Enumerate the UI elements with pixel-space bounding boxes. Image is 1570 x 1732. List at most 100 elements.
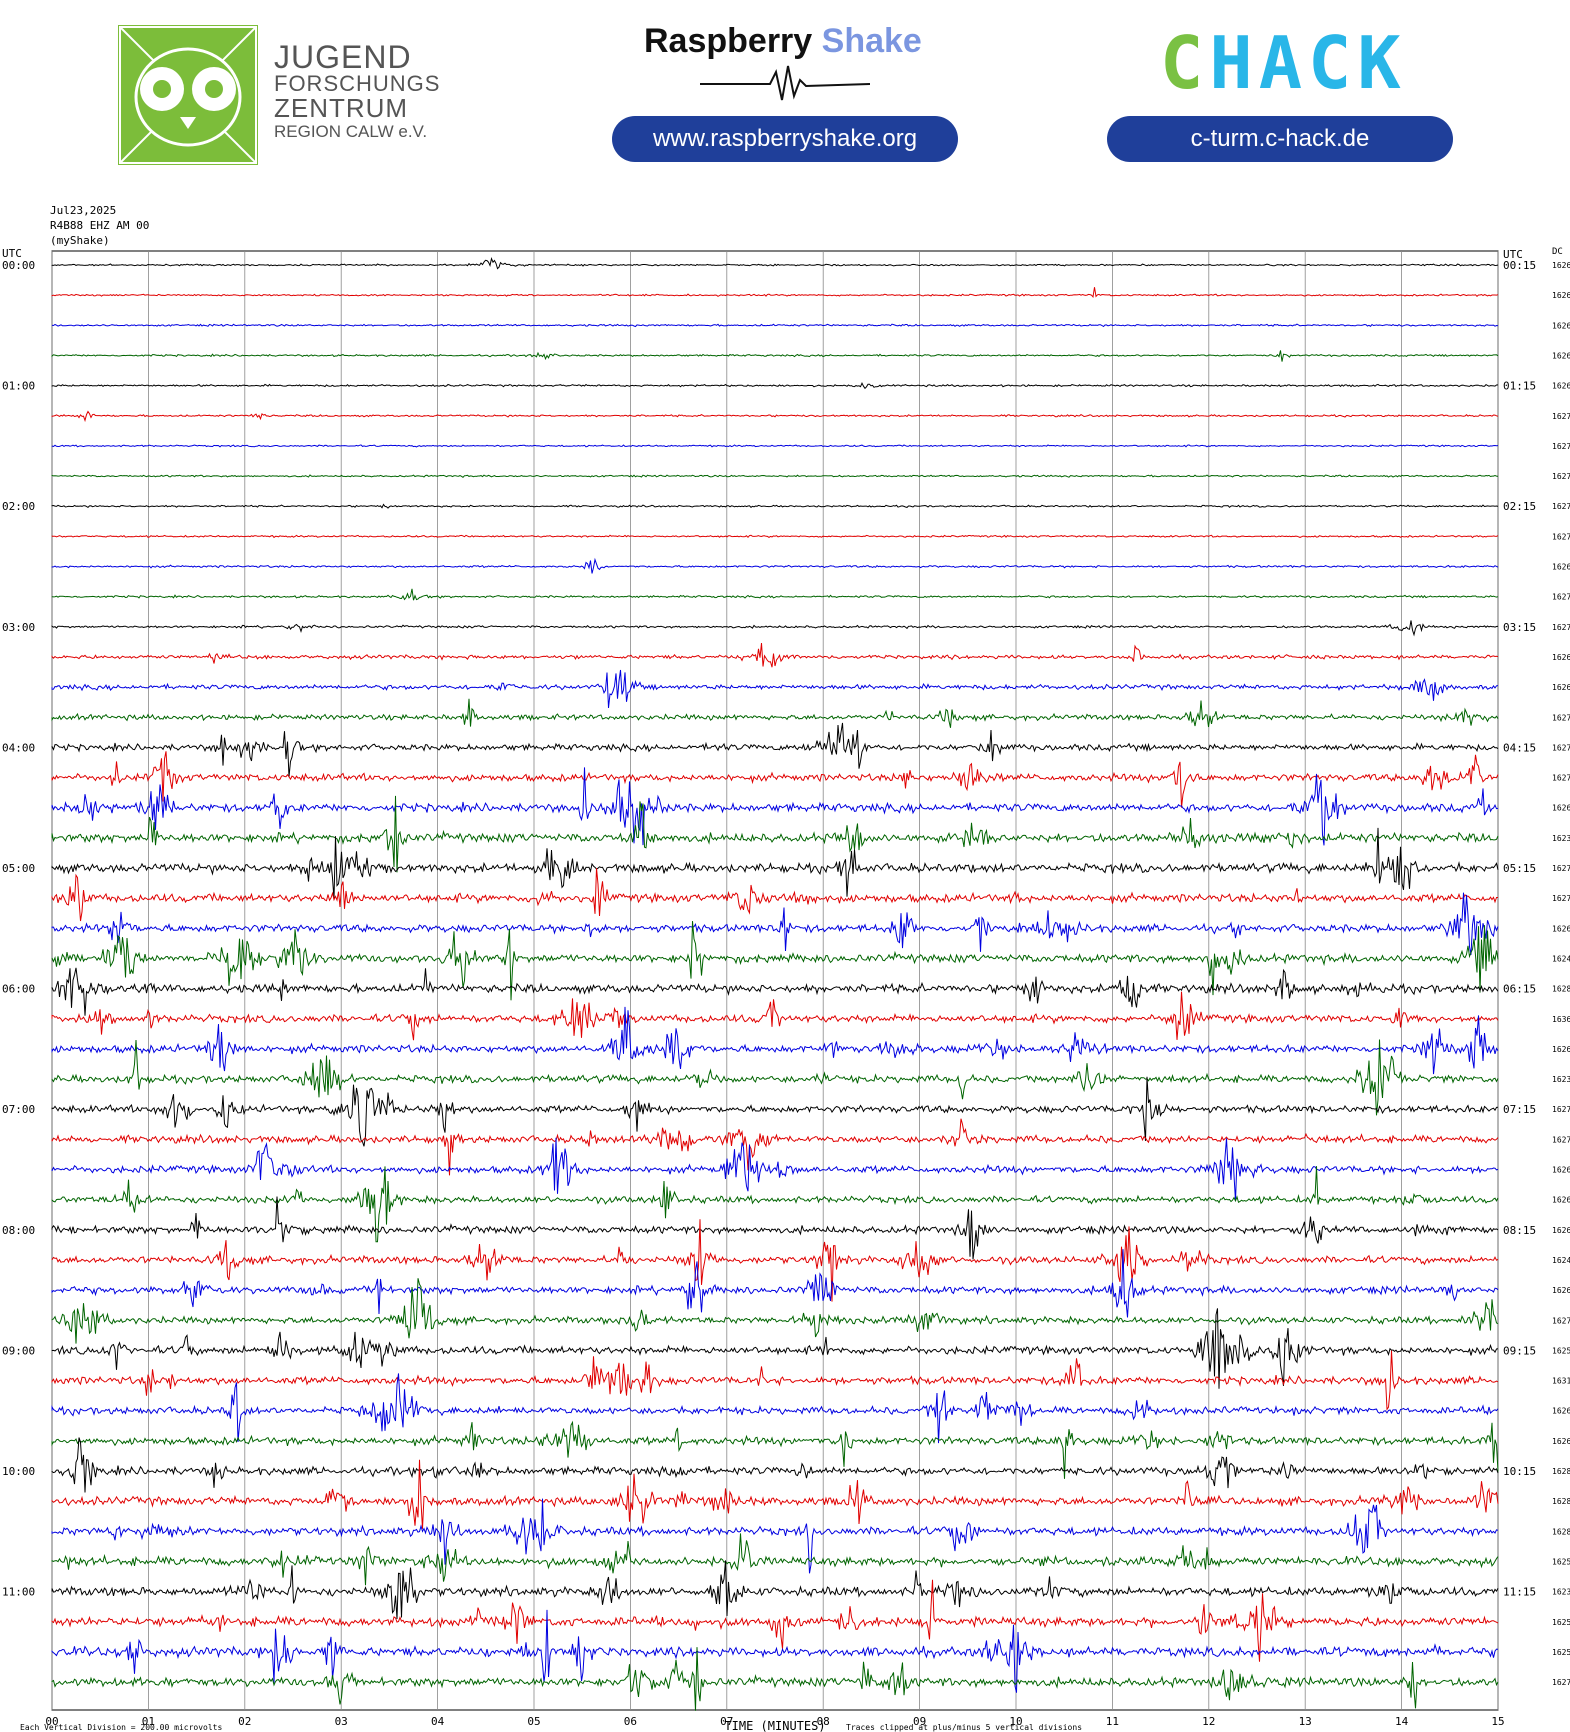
dc-value: 16272 [1552,442,1570,451]
seismic-trace [51,1219,1499,1302]
seismic-trace [51,1420,1499,1479]
seismic-trace [51,474,1499,478]
hour-label-left: 11:00 [2,1586,35,1599]
hour-label-right: 07:15 [1503,1103,1536,1116]
jfz-line-2: FORSCHUNGS [274,71,441,96]
dc-value: 16267 [1552,1286,1570,1295]
hour-label-right: 01:15 [1503,380,1536,393]
seismic-trace [51,1249,1499,1318]
seismic-trace [51,698,1499,728]
jfz-line-1: JUGEND [274,39,412,75]
dc-value: 16272 [1552,894,1570,903]
seismic-trace [51,503,1499,509]
seismic-trace [51,1533,1499,1586]
dc-value: 16267 [1552,1196,1570,1205]
hour-label-right: 04:15 [1503,741,1536,754]
seismic-trace [51,1039,1499,1116]
seismic-trace [51,382,1499,390]
footer-right: Traces clipped at plus/minus 5 vertical … [846,1723,1082,1732]
dc-value: 16280 [1552,1497,1570,1506]
dc-value: 16268 [1552,321,1570,330]
svg-text:CHACK: CHACK [1160,30,1407,100]
dc-value: 16279 [1552,1678,1570,1687]
dc-value: 16272 [1552,1316,1570,1325]
seismic-trace [51,722,1499,778]
dc-value: 16277 [1552,774,1570,783]
hour-label-right: 03:15 [1503,621,1536,634]
dc-value: 16367 [1552,1015,1570,1024]
x-tick-label: 14 [1395,1715,1409,1728]
dc-value: 16275 [1552,713,1570,722]
dc-value: 16267 [1552,291,1570,300]
x-tick-label: 02 [238,1715,251,1728]
seismic-trace [51,991,1499,1041]
seismic-trace [51,1579,1499,1662]
seismic-trace [51,921,1499,1001]
dc-value: 16248 [1552,1256,1570,1265]
seismic-trace [51,534,1499,539]
dc-value: 16264 [1552,653,1570,662]
dc-label: DC [1552,247,1563,257]
dc-value: 16237 [1552,834,1570,843]
x-tick-label: 06 [624,1715,637,1728]
seismic-trace [51,620,1499,637]
seismic-trace [51,1350,1499,1411]
seismic-trace [51,642,1499,668]
hour-label-right: 10:15 [1503,1465,1536,1478]
seismic-trace [51,827,1499,900]
seismic-trace [51,868,1498,922]
plot-station: R4B88 EHZ AM 00 [50,219,150,232]
rs-title-black: Raspberry [644,22,813,60]
dc-value: 16269 [1552,1226,1570,1235]
chack-url-link[interactable]: c-turm.c-hack.de [1107,116,1453,162]
hour-label-left: 08:00 [2,1224,35,1237]
dc-value: 16267 [1552,1045,1570,1054]
x-tick-label: 11 [1106,1715,1119,1728]
dc-value: 16266 [1552,1437,1570,1446]
seismic-trace [51,767,1499,846]
x-tick-label: 00 [45,1715,58,1728]
dc-value: 16282 [1552,1527,1570,1536]
seismic-trace [51,1166,1499,1243]
hour-label-left: 03:00 [2,621,35,634]
seismic-trace [51,1137,1499,1202]
owl-icon [118,25,258,165]
hour-label-right: 09:15 [1503,1344,1536,1357]
dc-value: 16259 [1552,1618,1570,1627]
seismic-trace [51,1196,1499,1260]
seismic-trace [51,751,1499,808]
plot-source: (myShake) [50,234,110,247]
utc-label-right: UTC [1503,248,1523,261]
rs-title-blue: Shake [821,22,922,60]
seismic-trace [51,1609,1499,1693]
seismic-trace [51,588,1499,601]
seismic-trace [51,669,1499,709]
x-tick-label: 03 [335,1715,348,1728]
seismic-trace [51,967,1499,1016]
hour-label-left: 09:00 [2,1344,35,1357]
raspberry-shake-title: Raspberry Shake [644,22,922,61]
seismic-trace [51,410,1499,423]
dc-value: 16265 [1552,1407,1570,1416]
seismic-trace [51,892,1499,955]
seismic-trace [51,1437,1499,1493]
dc-value: 16273 [1552,623,1570,632]
dc-value: 16274 [1552,1135,1570,1144]
dc-value: 16273 [1552,1105,1570,1114]
hour-label-right: 06:15 [1503,983,1536,996]
hour-label-left: 10:00 [2,1465,35,1478]
seismic-trace [51,323,1499,328]
x-axis-label: TIME (MINUTES) [724,1719,825,1732]
hour-label-left: 02:00 [2,500,35,513]
dc-value: 16267 [1552,351,1570,360]
seismic-trace [51,1006,1499,1075]
raspberryshake-url-link[interactable]: www.raspberryshake.org [612,116,958,162]
jfz-line-4: REGION CALW e.V. [274,122,428,141]
seismic-trace [51,1118,1499,1176]
hour-label-left: 00:00 [2,259,35,272]
dc-value: 16265 [1552,261,1570,270]
hour-label-right: 08:15 [1503,1224,1536,1237]
